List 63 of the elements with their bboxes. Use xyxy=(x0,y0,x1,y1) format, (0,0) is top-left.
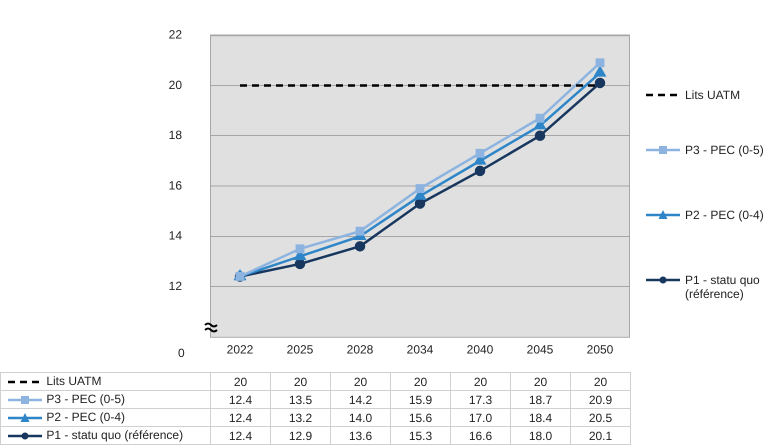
x-tick-label: 2045 xyxy=(526,342,554,356)
legend-label: P3 - PEC (0-5) xyxy=(685,143,765,157)
data-label: 12.9 xyxy=(270,426,330,444)
text: 0 xyxy=(178,346,185,360)
x-tick-label: 2025 xyxy=(286,342,314,356)
data-label: 20 xyxy=(270,372,330,390)
point xyxy=(356,226,364,236)
data-label: 20.1 xyxy=(570,426,630,444)
y-tick-label: 12 xyxy=(168,278,182,293)
text: P2 - PEC (0-4) xyxy=(46,410,126,424)
data-label: 20 xyxy=(570,372,630,390)
data-label: 13.2 xyxy=(270,408,330,426)
data-label: 17.0 xyxy=(450,408,510,426)
point xyxy=(476,148,484,158)
data-label: 18.7 xyxy=(510,390,570,408)
point xyxy=(354,241,366,252)
text: P3 - PEC (0-5) xyxy=(46,392,126,406)
x-tick-label: 2040 xyxy=(466,342,494,356)
data-label: 12.4 xyxy=(210,408,270,426)
data-label: 15.6 xyxy=(390,408,450,426)
data-label: 18.0 xyxy=(510,426,570,444)
data-label: 20.9 xyxy=(570,390,630,408)
data-label: 20.5 xyxy=(570,408,630,426)
x-tick-label: 2022 xyxy=(226,342,254,356)
data-label: 17.3 xyxy=(450,390,510,408)
point xyxy=(474,166,486,176)
data-label: 13.6 xyxy=(330,426,390,444)
y-tick-label: 20 xyxy=(168,78,182,92)
legend-label: Lits UATM xyxy=(685,88,742,102)
point xyxy=(296,244,304,254)
point xyxy=(414,198,426,209)
data-label: 20 xyxy=(210,372,270,390)
data-label: 15.9 xyxy=(390,390,450,408)
text: P1 - statu quo (référence) xyxy=(46,428,184,442)
data-label: 20 xyxy=(510,372,570,390)
text: Lits UATM xyxy=(46,374,102,388)
x-tick-label: 2034 xyxy=(406,342,434,356)
data-label: 14.2 xyxy=(330,390,390,408)
data-label: 12.4 xyxy=(210,390,270,408)
point xyxy=(594,78,606,88)
data-label: 20 xyxy=(390,372,450,390)
legend-label: P1 - statu quo (référence) xyxy=(685,273,761,301)
point xyxy=(534,130,546,141)
data-label: 18.4 xyxy=(510,408,570,426)
y-tick-label: 18 xyxy=(168,128,182,142)
data-label: 20 xyxy=(330,372,390,390)
data-label: 14.0 xyxy=(330,408,390,426)
data-label: 20 xyxy=(450,372,510,390)
point xyxy=(294,258,306,270)
legend-label: P2 - PEC (0-4) xyxy=(685,208,765,222)
point xyxy=(594,66,606,77)
x-tick-label: 2028 xyxy=(346,342,374,356)
data-label: 13.5 xyxy=(270,390,330,408)
data-label: 16.6 xyxy=(450,426,510,444)
x-tick-label: 2050 xyxy=(586,342,614,356)
data-label: 12.4 xyxy=(210,426,270,444)
point xyxy=(536,114,544,123)
y-tick-label: 14 xyxy=(168,228,182,243)
y-tick-label: 22 xyxy=(168,28,182,42)
y-tick-label: 16 xyxy=(168,178,182,192)
data-label: 15.3 xyxy=(390,426,450,444)
point xyxy=(596,58,604,68)
point xyxy=(416,184,424,193)
